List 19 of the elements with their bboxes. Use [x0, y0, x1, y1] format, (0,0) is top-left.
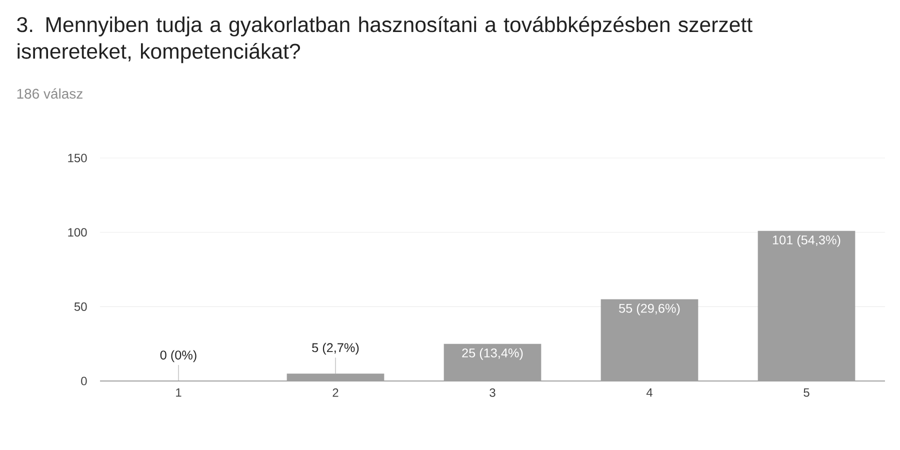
data-label: 25 (13,4%) [462, 348, 523, 360]
data-label: 0 (0%) [160, 350, 196, 362]
y-tick-label: 50 [74, 302, 87, 311]
bar [600, 299, 698, 382]
x-tick-label: 2 [332, 388, 338, 397]
y-tick-label: 0 [81, 376, 87, 386]
data-label: 101 (54,3%) [772, 235, 840, 247]
x-tick-label: 5 [804, 388, 810, 397]
x-tick-label: 3 [490, 388, 496, 397]
chart-title: 3. Mennyiben tudja a gyakorlatban hasznosítani a továbbképzésben szerzett ismereteket, kompetenciákat? [17, 16, 752, 64]
bar [444, 344, 542, 382]
y-tick-label: 100 [68, 228, 87, 237]
data-label: 55 (29,6%) [619, 304, 680, 316]
x-tick-label: 4 [646, 388, 652, 397]
x-tick-label: 1 [176, 388, 182, 397]
y-tick-label: 150 [68, 154, 87, 162]
chart-subtitle: 186 válasz [17, 88, 82, 99]
bar [758, 230, 856, 382]
data-label: 5 (2,7%) [312, 342, 359, 355]
